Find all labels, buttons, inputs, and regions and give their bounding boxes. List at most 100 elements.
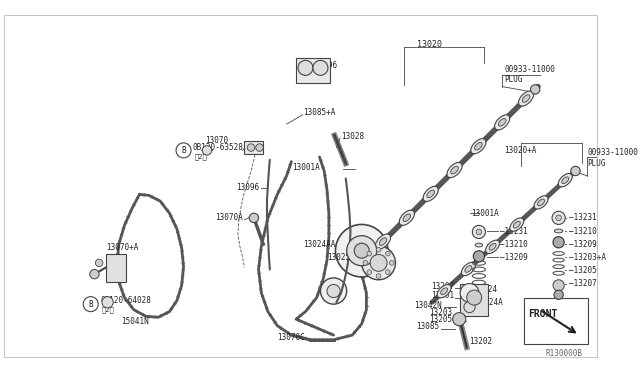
Ellipse shape [380,238,387,246]
Text: —13203+A: —13203+A [569,253,606,262]
Text: 13070A: 13070A [215,214,243,222]
Text: 13070C: 13070C [277,333,305,342]
Ellipse shape [403,214,411,222]
Bar [296,58,330,83]
Text: 13028: 13028 [341,132,364,141]
Ellipse shape [465,266,472,272]
Circle shape [249,213,259,222]
Circle shape [472,225,486,238]
Circle shape [347,236,377,266]
Ellipse shape [486,240,500,253]
Ellipse shape [489,243,496,250]
Circle shape [321,278,347,304]
Circle shape [376,247,381,252]
Text: 13096: 13096 [236,183,259,192]
Text: 13020: 13020 [417,40,442,49]
Circle shape [298,60,313,76]
Ellipse shape [441,288,447,295]
Text: 13001A: 13001A [472,209,499,218]
Text: —13231: —13231 [500,227,527,235]
Ellipse shape [471,139,486,154]
Circle shape [370,254,387,271]
Circle shape [554,290,563,299]
Text: 13205: 13205 [429,315,452,324]
Text: —13207: —13207 [569,279,596,288]
Text: 13202: 13202 [470,337,493,346]
Ellipse shape [534,196,548,209]
Circle shape [452,312,466,326]
Text: 13020+A: 13020+A [504,146,536,155]
Text: 13085: 13085 [417,322,440,331]
Text: PLUG: PLUG [504,75,523,84]
Bar [244,141,263,154]
Circle shape [95,259,103,267]
Text: —13209: —13209 [569,240,596,248]
Text: 13001A: 13001A [292,163,319,172]
Circle shape [256,144,263,151]
Circle shape [335,224,388,277]
Text: 13207: 13207 [431,282,454,291]
Ellipse shape [451,166,458,174]
Text: FRONT: FRONT [527,308,557,318]
Text: 〈2〉: 〈2〉 [195,154,207,160]
Text: —13210: —13210 [569,227,596,235]
Bar [524,298,588,344]
Circle shape [313,60,328,76]
Ellipse shape [376,234,390,249]
Text: B: B [181,146,186,155]
Circle shape [362,246,396,280]
Text: 13024A: 13024A [475,298,503,307]
Circle shape [553,237,564,248]
Circle shape [102,296,113,308]
Text: 13085+A: 13085+A [303,108,336,117]
Text: 0B120-63528: 0B120-63528 [193,143,244,152]
Text: —13231: —13231 [569,214,596,222]
Ellipse shape [475,243,483,247]
Circle shape [367,251,372,256]
Ellipse shape [495,115,510,130]
Text: 23796: 23796 [315,61,338,70]
Ellipse shape [423,186,438,202]
Circle shape [460,283,479,302]
Text: 13042N: 13042N [415,301,442,310]
Circle shape [385,251,390,256]
Ellipse shape [437,285,451,298]
Ellipse shape [518,91,534,106]
Circle shape [553,280,564,291]
Text: 00933-11000: 00933-11000 [504,65,555,74]
Circle shape [327,285,340,298]
Circle shape [90,269,99,279]
Bar [106,253,126,282]
Ellipse shape [554,229,563,233]
Circle shape [367,270,372,275]
Circle shape [571,166,580,176]
Ellipse shape [562,177,569,183]
Ellipse shape [513,221,520,228]
Text: 15041N: 15041N [121,317,148,326]
Text: B: B [88,300,93,309]
Text: 13025: 13025 [327,253,351,262]
Text: 13024AA: 13024AA [303,240,335,248]
Text: —13205: —13205 [569,266,596,275]
Text: 13070: 13070 [205,137,228,145]
Circle shape [474,251,484,262]
Text: PLUG: PLUG [588,159,606,168]
Text: 0B120-64028: 0B120-64028 [100,296,151,305]
Circle shape [464,301,475,312]
Ellipse shape [522,95,530,102]
Text: 00933-11000: 00933-11000 [588,148,639,157]
Bar [460,283,488,316]
Ellipse shape [399,210,415,225]
Text: 〈2〉: 〈2〉 [102,307,115,313]
Text: 13070+A: 13070+A [106,243,138,252]
Circle shape [556,215,561,221]
Circle shape [247,144,255,151]
Text: 13203: 13203 [429,308,452,317]
Circle shape [376,274,381,278]
Ellipse shape [499,119,506,126]
Ellipse shape [558,174,572,187]
Ellipse shape [461,262,476,276]
Circle shape [202,146,212,155]
Text: R130000B: R130000B [545,349,582,358]
Circle shape [552,211,565,224]
